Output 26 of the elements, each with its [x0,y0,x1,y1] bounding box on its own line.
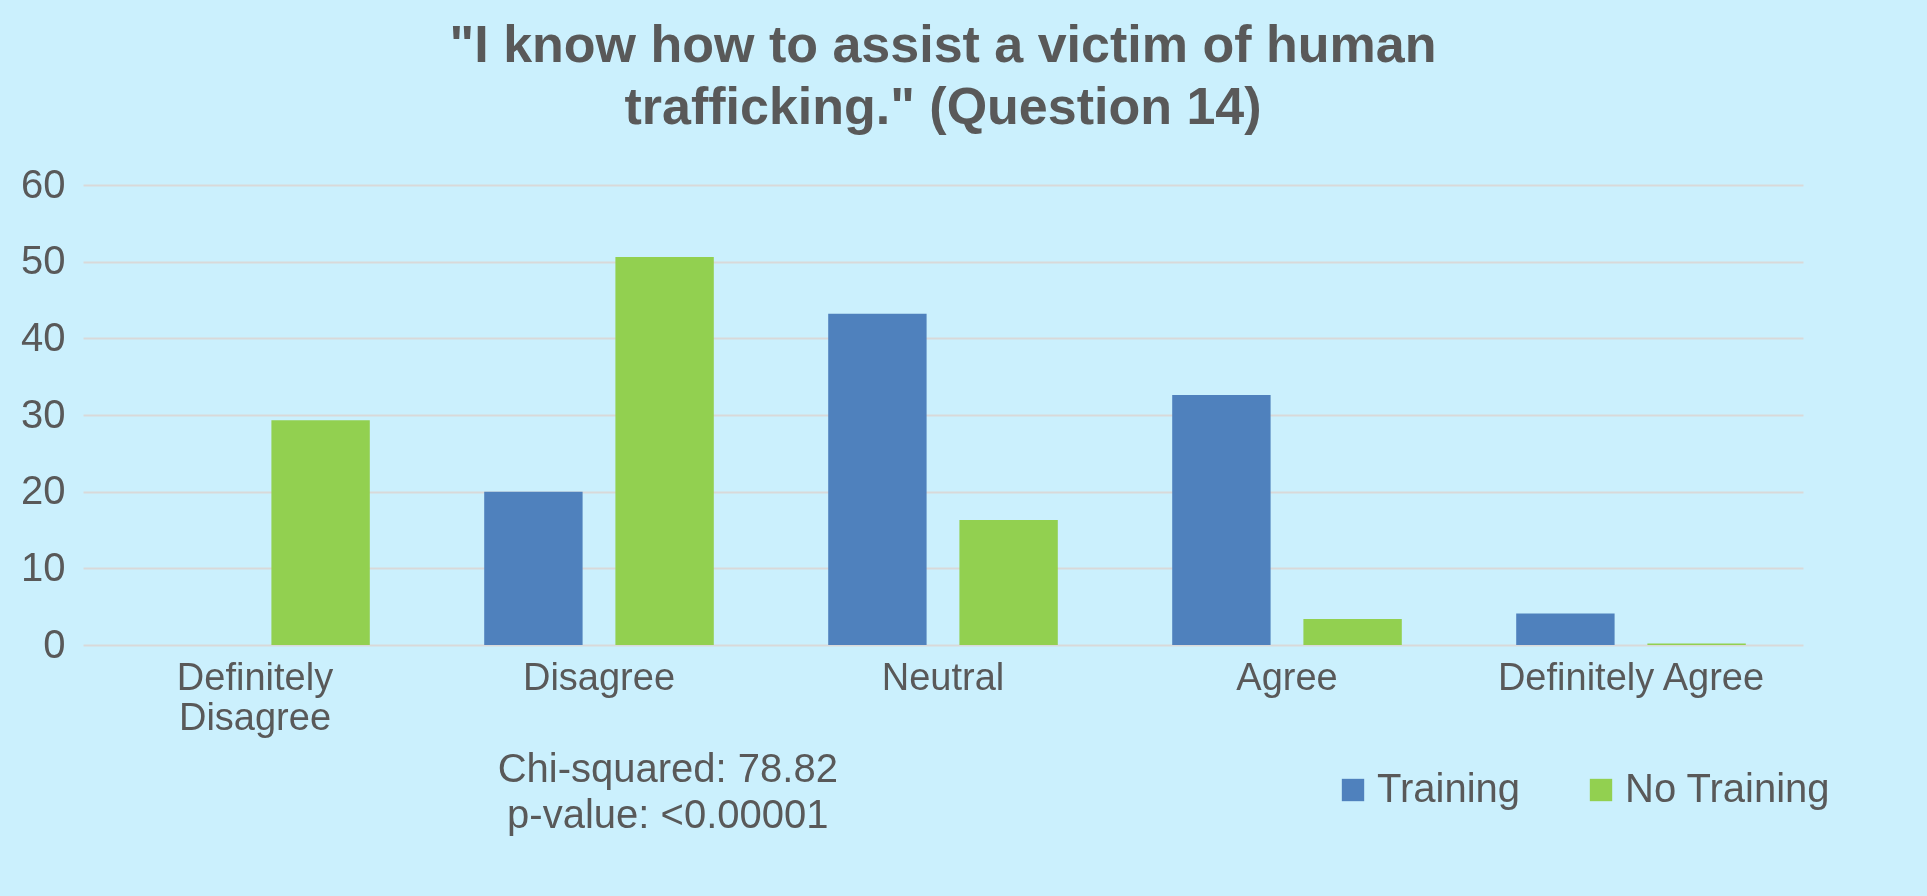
y-tick-label: 20 [21,468,66,513]
x-tick-label: Definitely Disagree [176,655,334,738]
y-tick-label: 30 [21,391,66,436]
bar [828,313,927,645]
y-tick-label: 60 [21,161,66,206]
y-tick-label: 10 [21,544,66,589]
bar [271,420,370,645]
legend-label: No Training [1625,766,1830,810]
bar [484,491,583,645]
text: trafficking." (Question 14) [624,77,1262,135]
bar [1516,613,1615,645]
legend-label: Training [1377,766,1521,810]
bar [1172,395,1271,645]
x-tick-label: Agree [1236,655,1338,698]
y-tick-label: 50 [21,238,66,283]
y-tick-label: 40 [21,314,66,359]
y-tick-label: 0 [43,621,66,666]
text: "I know how to assist a victim of human [449,15,1437,73]
bar [1303,618,1402,645]
bar [959,520,1058,645]
text: p-value: <0.00001 [507,792,829,836]
x-tick-label: Definitely Agree [1497,655,1765,698]
text: Chi-squared: 78.82 [497,746,838,790]
bar [615,257,714,645]
x-tick-label: Disagree [522,655,676,698]
x-tick-label: Neutral [881,655,1005,698]
